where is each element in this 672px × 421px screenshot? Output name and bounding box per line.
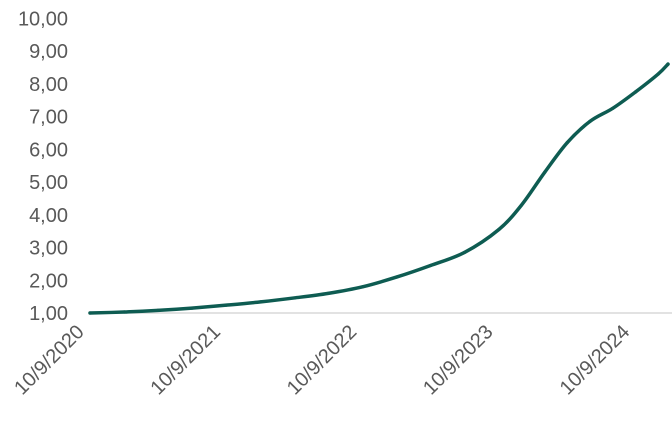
data-point [666,62,670,66]
data-point [520,203,524,207]
y-axis-tick-labels: 1,00 2,00 3,00 4,00 5,00 6,00 7,00 8,00 9,00 10,0… [18,8,68,325]
data-point [156,308,160,312]
data-point [122,310,126,314]
data-point [633,90,638,94]
data-point [588,119,592,124]
x-tick-label: 10/9/2022 [283,321,361,399]
data-point [88,311,92,315]
y-tick-label: 9,00 [29,41,68,63]
x-axis-tick-labels: 10/9/2020 10/9/2021 10/9/2022 10/9/2023 10/9… [10,321,634,399]
data-point [565,141,569,145]
y-tick-label: 7,00 [29,107,68,129]
data-point [224,303,228,307]
y-tick-label: 8,00 [29,74,68,96]
data-point [543,170,547,174]
data-point [190,306,194,310]
series-line [88,62,670,315]
x-tick-label: 10/9/2023 [419,321,497,399]
y-tick-label: 3,00 [29,238,68,260]
y-tick-label: 2,00 [29,270,68,292]
data-point [326,291,330,295]
data-point [428,263,433,268]
data-point [656,72,660,76]
x-tick-label: 10/9/2024 [556,321,634,399]
y-tick-label: 4,00 [29,205,68,227]
data-point [292,296,296,300]
data-point [611,106,615,110]
y-tick-label: 10,00 [18,8,68,30]
y-tick-label: 5,00 [29,172,68,194]
data-point [497,227,501,232]
data-point [462,250,467,255]
y-tick-label: 1,00 [29,303,68,325]
data-point [259,300,263,304]
x-tick-label: 10/9/2020 [10,321,88,399]
data-point [395,275,399,279]
y-tick-label: 6,00 [29,139,68,161]
series-points [88,62,670,315]
data-point [360,285,365,289]
x-tick-label: 10/9/2021 [147,321,225,399]
